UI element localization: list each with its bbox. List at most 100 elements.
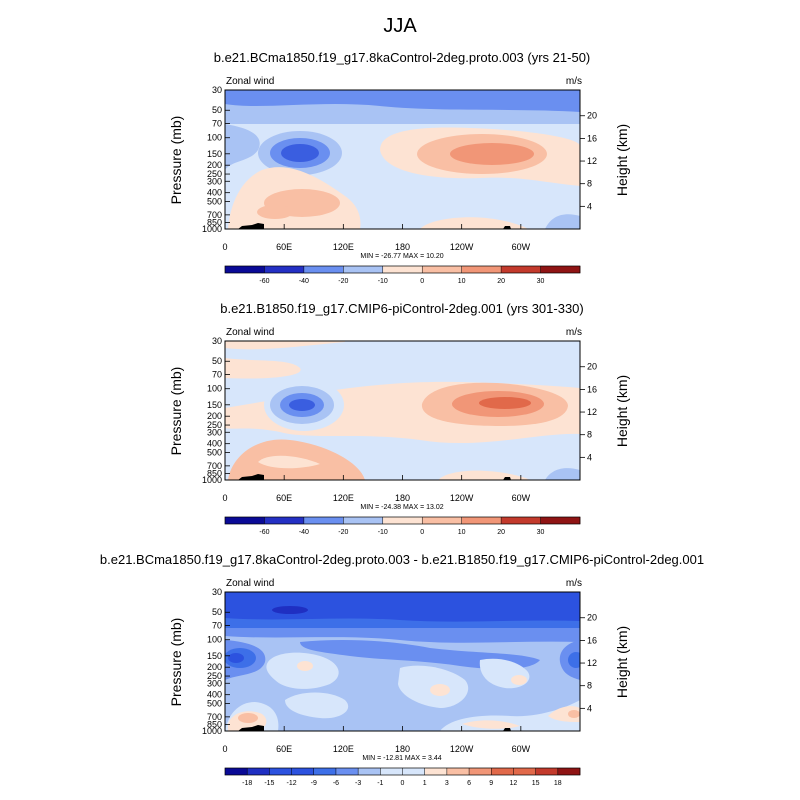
contour-band bbox=[545, 214, 580, 229]
y-tick-label: 30 bbox=[212, 336, 222, 346]
figure-title: JJA bbox=[383, 15, 417, 37]
colorbar-swatch bbox=[335, 768, 359, 775]
colorbar-swatch bbox=[225, 517, 265, 524]
y-tick-label: 400 bbox=[207, 439, 222, 449]
colorbar-swatch bbox=[303, 517, 344, 524]
colorbar-label: 12 bbox=[510, 780, 518, 787]
colorbar-label: -20 bbox=[338, 278, 348, 285]
x-tick-label: 0 bbox=[222, 493, 227, 503]
x-tick-labels: 0 60E 120E 180 120W 60W bbox=[222, 726, 531, 754]
contour-band bbox=[238, 713, 258, 723]
contour-band bbox=[225, 124, 260, 170]
right-axis-label: Height (km) bbox=[614, 124, 630, 196]
height-tick-label: 4 bbox=[587, 703, 592, 713]
x-tick-label: 60E bbox=[276, 242, 292, 252]
y-axis-label: Pressure (mb) bbox=[168, 618, 184, 707]
y-tick-label: 200 bbox=[207, 411, 222, 421]
height-tick-label: 8 bbox=[587, 430, 592, 440]
contour-band bbox=[272, 606, 308, 614]
contour-band bbox=[266, 652, 339, 689]
colorbar-label: 10 bbox=[458, 278, 466, 285]
colorbar-label: 20 bbox=[497, 529, 505, 536]
colorbar-frame bbox=[224, 516, 581, 525]
x-tick-label: 0 bbox=[222, 242, 227, 252]
colorbar-label: -15 bbox=[264, 780, 274, 787]
colorbar-label: -1 bbox=[377, 780, 383, 787]
colorbar-label: 18 bbox=[554, 780, 562, 787]
contour-band bbox=[462, 720, 520, 729]
y-tick-label: 100 bbox=[207, 635, 222, 645]
units-label: m/s bbox=[566, 327, 582, 338]
panel-3: b.e21.BCma1850.f19_g17.8kaControl-2deg.p… bbox=[100, 552, 704, 787]
y-tick-label: 150 bbox=[207, 149, 222, 159]
min-max-stats: MIN = -24.38 MAX = 13.02 bbox=[360, 504, 443, 511]
colorbar-label: -10 bbox=[378, 278, 388, 285]
y-tick-label: 30 bbox=[212, 85, 222, 95]
colorbar-label: 30 bbox=[537, 278, 545, 285]
right-axis-label: Height (km) bbox=[614, 375, 630, 447]
x-tick-label: 60E bbox=[276, 493, 292, 503]
y-tick-label: 150 bbox=[207, 400, 222, 410]
contour-field bbox=[225, 592, 580, 731]
colorbar-swatch bbox=[557, 768, 581, 775]
contour-field bbox=[225, 341, 580, 480]
colorbar-frame bbox=[224, 767, 581, 776]
x-tick-label: 120W bbox=[450, 493, 474, 503]
y-tick-label: 250 bbox=[207, 420, 222, 430]
colorbar-swatch bbox=[382, 517, 423, 524]
colorbar-swatch bbox=[291, 768, 315, 775]
colorbar-frame bbox=[224, 265, 581, 274]
contour-band bbox=[225, 592, 580, 622]
contour-band bbox=[479, 397, 531, 409]
y-tick-label: 1000 bbox=[202, 726, 222, 736]
colorbar-label: -40 bbox=[299, 529, 309, 536]
x-tick-labels: 0 60E 120E 180 120W 60W bbox=[222, 475, 531, 503]
x-tick-label: 180 bbox=[395, 242, 410, 252]
min-max-stats: MIN = -12.81 MAX = 3.44 bbox=[362, 755, 441, 762]
colorbar-swatch bbox=[313, 768, 337, 775]
colorbar-swatch bbox=[461, 266, 502, 273]
colorbar-swatch bbox=[422, 517, 462, 524]
height-tick-labels: 20 16 12 8 4 bbox=[580, 362, 597, 462]
colorbar-swatch bbox=[422, 266, 462, 273]
colorbar-label: -12 bbox=[287, 780, 297, 787]
colorbar-swatch bbox=[446, 768, 470, 775]
height-tick-label: 16 bbox=[587, 635, 597, 645]
contour-band bbox=[285, 692, 349, 719]
y-tick-label: 850 bbox=[207, 218, 222, 228]
y-axis-label: Pressure (mb) bbox=[168, 116, 184, 205]
right-axis-label: Height (km) bbox=[614, 626, 630, 698]
y-tick-label: 70 bbox=[212, 119, 222, 129]
y-tick-label: 300 bbox=[207, 176, 222, 186]
colorbar-label: 30 bbox=[537, 529, 545, 536]
x-tick-label: 60W bbox=[512, 493, 531, 503]
y-tick-label: 700 bbox=[207, 210, 222, 220]
colorbar-swatch bbox=[264, 266, 305, 273]
y-tick-label: 500 bbox=[207, 699, 222, 709]
height-tick-label: 20 bbox=[587, 613, 597, 623]
x-tick-label: 120E bbox=[333, 242, 354, 252]
x-tick-label: 120W bbox=[450, 744, 474, 754]
colorbar-swatch bbox=[358, 768, 381, 775]
y-tick-label: 400 bbox=[207, 690, 222, 700]
y-tick-label: 1000 bbox=[202, 475, 222, 485]
x-tick-label: 120E bbox=[333, 493, 354, 503]
colorbar-label: -10 bbox=[378, 529, 388, 536]
min-max-stats: MIN = -26.77 MAX = 10.20 bbox=[360, 253, 443, 260]
y-tick-label: 700 bbox=[207, 461, 222, 471]
contour-band bbox=[545, 468, 580, 480]
contour-band bbox=[511, 675, 527, 685]
colorbar-label: -40 bbox=[299, 278, 309, 285]
contour-band bbox=[450, 143, 534, 165]
y-tick-label: 850 bbox=[207, 469, 222, 479]
panel-2: b.e21.B1850.f19_g17.CMIP6-piControl-2deg… bbox=[168, 301, 630, 536]
colorbar: -60 -40 -20 -10 0 10 20 30 bbox=[224, 265, 581, 285]
contour-band bbox=[225, 358, 301, 379]
y-tick-label: 70 bbox=[212, 370, 222, 380]
x-tick-labels: 0 60E 120E 180 120W 60W bbox=[222, 224, 531, 252]
colorbar-label: -6 bbox=[333, 780, 339, 787]
